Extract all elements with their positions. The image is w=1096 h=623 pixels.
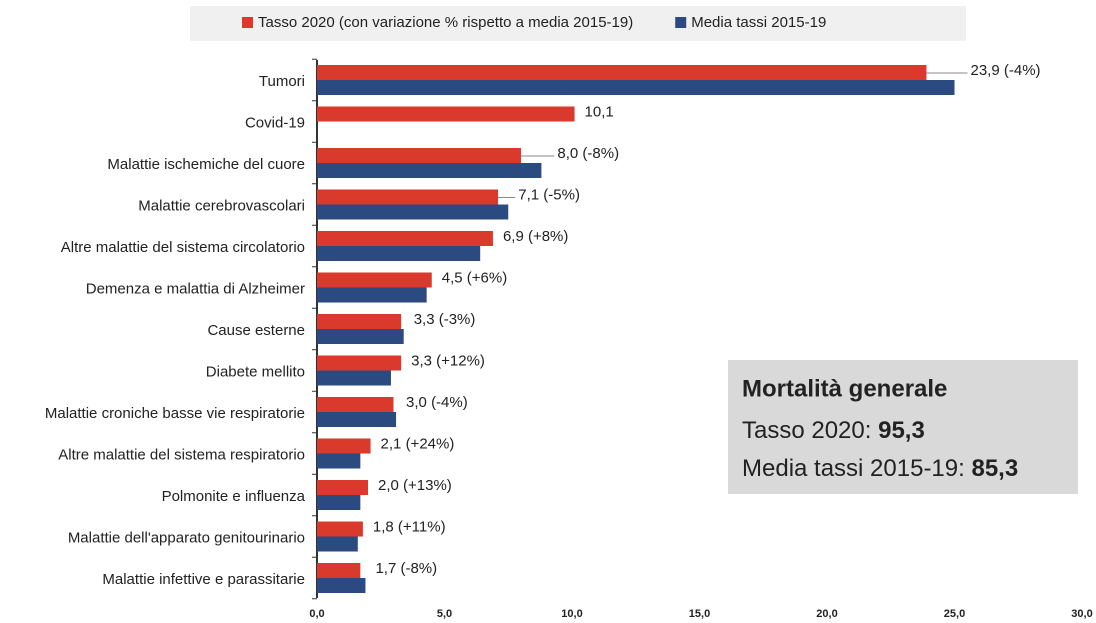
value-label: 3,3 (+12%) [411,352,485,369]
bar [317,231,493,246]
bar [317,397,394,412]
bar [317,80,955,95]
annotation-value: 95,3 [878,417,925,444]
x-tick-label: 5,0 [437,608,452,620]
bar [317,246,481,261]
y-tick-label: Altre malattie del sistema circolatorio [61,239,305,256]
bar [317,148,521,163]
bar [317,287,427,303]
x-tick-label: 30,0 [1071,608,1092,620]
bar [317,453,361,469]
x-tick-label: 0,0 [309,608,324,620]
y-tick-label: Demenza e malattia di Alzheimer [86,280,305,297]
value-label: 7,1 (-5%) [518,186,580,203]
x-tick-label: 20,0 [816,608,837,620]
annotation-title: Mortalità generale [742,375,947,402]
annotation-value: 85,3 [971,455,1018,482]
value-label: 1,7 (-8%) [375,560,437,577]
bar [317,536,358,552]
legend-label: Media tassi 2015-19 [691,14,826,31]
y-tick-label: Tumori [259,73,305,90]
bar [317,438,371,454]
y-tick-label: Cause esterne [207,322,305,339]
bar [317,480,368,495]
y-tick-label: Polmonite e influenza [162,488,306,505]
value-label: 2,0 (+13%) [378,477,452,494]
value-label: 2,1 (+24%) [381,435,455,452]
bar [317,329,404,344]
bar [317,563,361,578]
value-label: 1,8 (+11%) [373,518,446,535]
y-tick-label: Diabete mellito [206,363,305,380]
bar [317,163,542,178]
bar [317,355,402,371]
y-tick-label: Malattie dell'apparato genitourinario [68,529,305,546]
y-tick-label: Malattie ischemiche del cuore [107,156,305,173]
annotation-line: Media tassi 2015-19: 85,3 [742,455,1018,482]
bar [317,578,366,593]
value-label: 3,3 (-3%) [414,311,476,328]
bar [317,412,397,427]
annotation-box [728,360,1078,494]
value-label: 23,9 (-4%) [971,62,1041,79]
value-label: 8,0 (-8%) [557,145,619,162]
legend-label: Tasso 2020 (con variazione % rispetto a … [258,14,633,31]
bar [317,495,361,510]
bar [317,65,927,80]
bar [317,370,391,386]
value-label: 4,5 (+6%) [442,269,507,286]
value-label: 10,1 [585,103,614,120]
y-tick-label: Altre malattie del sistema respiratorio [58,446,305,463]
bar [317,314,402,329]
annotation-label: Media tassi 2015-19: [742,455,971,482]
x-tick-label: 25,0 [944,608,965,620]
bar [317,272,432,288]
bar [317,106,575,122]
value-label: 3,0 (-4%) [406,394,468,411]
y-tick-label: Malattie infettive e parassitarie [102,571,305,588]
bar [317,521,363,537]
bar [317,189,499,205]
legend-swatch [242,17,253,28]
annotation-line: Tasso 2020: 95,3 [742,417,925,444]
x-tick-label: 15,0 [689,608,710,620]
annotation-label: Tasso 2020: [742,417,878,444]
y-tick-label: Covid-19 [245,114,305,131]
y-tick-label: Malattie cerebrovascolari [138,197,305,214]
value-label: 6,9 (+8%) [503,228,568,245]
y-tick-label: Malattie croniche basse vie respiratorie [45,405,305,422]
legend-background [190,6,966,41]
bar [317,204,509,220]
x-tick-label: 10,0 [561,608,582,620]
legend-swatch [675,17,687,28]
